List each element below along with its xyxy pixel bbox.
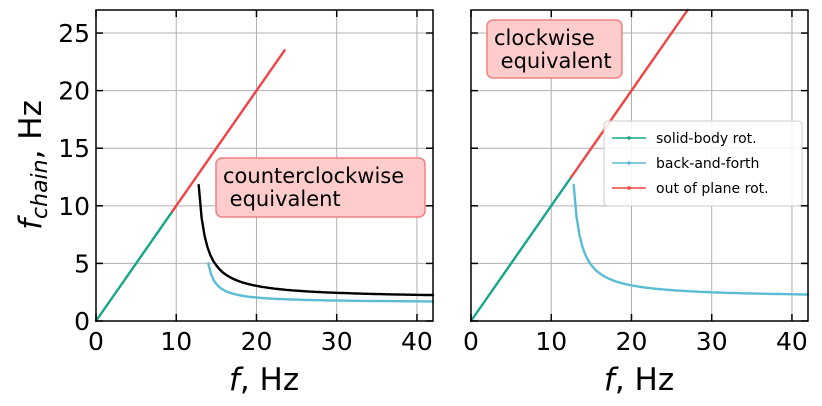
right-annotation-line-2: equivalent [494,49,612,73]
right-annotation-box [486,19,623,79]
series-line-3 [207,262,435,303]
series-line-2 [197,183,435,297]
left-x-axis-label: f, Hz [229,362,299,398]
left-y-axis-label: fchain, Hz [13,100,53,230]
y-tick-label: 5 [74,249,90,278]
left-plot-frame [95,9,434,322]
legend-marker-solid-body [627,136,631,140]
x-tick-label: 40 [401,327,433,356]
y-tick-label: 25 [58,19,90,48]
left-annotation: counterclockwise equivalent [215,157,426,218]
series-line-1 [171,49,286,213]
right-series [469,8,810,323]
y-tick-label: 10 [58,192,90,221]
x-tick-label: 0 [88,327,104,356]
right-panel: 0 10 20 30 40 clockwise equivalent solid-bod… [463,8,810,398]
left-ticks: 0 10 20 30 40 0 5 10 15 20 25 [58,10,433,356]
legend-label-back-and-forth: back-and-forth [656,156,759,172]
legend-label-out-of-plane: out of plane rot. [656,181,769,197]
legend-label-solid-body: solid-body rot. [656,131,757,147]
y-tick-label: 20 [58,77,90,106]
series-line-1 [570,8,689,179]
x-tick-label: 20 [616,327,648,356]
x-tick-label: 40 [776,327,808,356]
left-annotation-box [215,157,426,218]
x-tick-label: 10 [160,327,192,356]
series-line-0 [94,210,174,323]
right-annotation: clockwise equivalent [486,19,623,79]
x-tick-label: 20 [241,327,273,356]
y-tick-label: 15 [58,134,90,163]
right-x-axis-label: f, Hz [604,362,674,398]
right-ticks: 0 10 20 30 40 [463,10,808,356]
x-tick-label: 30 [321,327,353,356]
right-annotation-line-1: clockwise [494,26,595,50]
x-tick-label: 30 [696,327,728,356]
left-series [94,49,435,323]
x-tick-label: 10 [535,327,567,356]
series-line-0 [469,175,573,323]
left-panel: 0 10 20 30 40 0 5 10 15 20 25 counterclockwise equ… [13,9,435,398]
y-tick-label: 0 [74,307,90,336]
legend-marker-out-of-plane [627,186,631,190]
legend-marker-back-and-forth [627,161,631,165]
series-line-2 [572,183,810,296]
right-plot-frame [470,9,809,322]
legend: solid-body rot. back-and-forth out of pl… [603,120,803,207]
legend-box [603,120,803,207]
x-tick-label: 0 [463,327,479,356]
left-annotation-line-2: equivalent [223,187,341,211]
left-annotation-line-1: counterclockwise [223,164,404,188]
